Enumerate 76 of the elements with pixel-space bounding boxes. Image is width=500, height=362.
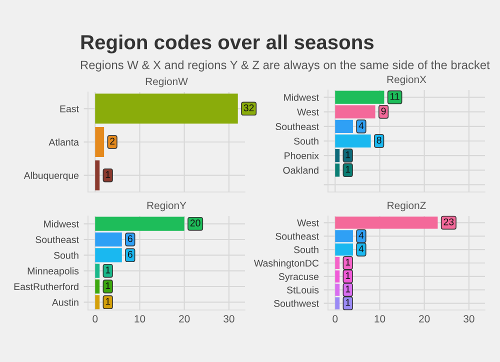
y-tick-label: EastRutherford [14, 282, 78, 290]
y-tick-label: Austin [52, 298, 78, 306]
x-tick-label: 0 [332, 315, 338, 323]
bar [335, 230, 353, 242]
y-tick-label: South [54, 252, 78, 259]
bar [335, 256, 340, 270]
y-tick-label: Atlanta [48, 138, 79, 146]
bar [95, 264, 100, 278]
x-tick-label: 10 [134, 315, 146, 323]
y-tick-label: West [297, 220, 319, 226]
data-label: 1 [106, 282, 110, 290]
text: Regions W & X and regions Y & Z are always on the same side of the bracket [80, 60, 490, 72]
bar [95, 248, 122, 262]
bar [335, 134, 371, 148]
data-label: 20 [190, 220, 200, 226]
bar [335, 105, 376, 118]
y-tick-label: Southeast [36, 236, 79, 244]
chart-title: RegionZ [388, 202, 426, 212]
y-tick-label: Minneapolis [28, 267, 79, 276]
data-label: 4 [358, 122, 364, 129]
y-tick-label: Midwest [284, 94, 319, 101]
data-label: 6 [128, 250, 132, 258]
data-label: 9 [381, 108, 386, 114]
x-tick-label: 20 [179, 315, 190, 323]
data-label: 1 [346, 299, 350, 306]
data-label: 4 [358, 245, 364, 252]
y-tick-label: South [294, 137, 318, 145]
bar [335, 164, 340, 177]
y-tick-label: Oakland [283, 166, 318, 174]
data-label: 1 [346, 166, 350, 173]
x-tick-label: 30 [464, 315, 474, 323]
text: Region codes over all seasons [81, 34, 374, 54]
bar [335, 284, 340, 296]
y-tick-label: StLouis [286, 286, 319, 294]
x-tick-label: 0 [92, 315, 98, 323]
data-label: 1 [106, 298, 110, 305]
data-label: 6 [128, 235, 132, 242]
data-label: 2 [110, 138, 115, 145]
data-label: 1 [346, 258, 350, 266]
bar [335, 149, 340, 162]
chart-title: RegionW [146, 78, 188, 88]
y-tick-label: Midwest [44, 220, 79, 228]
bar [335, 120, 353, 133]
data-label: 23 [444, 218, 454, 226]
chart-title: RegionX [387, 76, 426, 86]
bar [95, 279, 100, 294]
y-tick-label: Southeast [276, 232, 319, 240]
chart-title: RegionY [147, 202, 186, 212]
bar [95, 295, 100, 310]
x-tick-label: 10 [374, 315, 386, 323]
y-tick-label: Phoenix [284, 152, 319, 160]
x-tick-label: 20 [419, 315, 430, 323]
bar [95, 232, 122, 247]
y-tick-label: West [297, 108, 319, 116]
bar [335, 297, 340, 310]
y-tick-label: South [294, 246, 318, 254]
data-label: 1 [346, 151, 350, 158]
data-label: 4 [358, 232, 364, 239]
y-tick-label: Syracuse [278, 273, 319, 282]
bar [335, 270, 340, 282]
y-tick-label: Albuquerque [24, 172, 79, 181]
bar [335, 216, 438, 229]
data-label: 1 [346, 286, 350, 292]
data-label: 1 [106, 171, 110, 178]
y-tick-label: Southeast [276, 122, 319, 130]
data-label: 1 [106, 266, 110, 274]
data-label: 32 [244, 104, 254, 112]
y-tick-label: East [60, 106, 79, 112]
y-tick-label: WashingtonDC [254, 259, 319, 269]
bar [95, 216, 184, 231]
y-tick-label: Southwest [274, 300, 319, 307]
data-label: 1 [346, 272, 350, 279]
data-label: 11 [390, 93, 400, 100]
data-label: 8 [376, 136, 382, 144]
bar [335, 90, 384, 104]
x-tick-label: 30 [224, 315, 234, 323]
